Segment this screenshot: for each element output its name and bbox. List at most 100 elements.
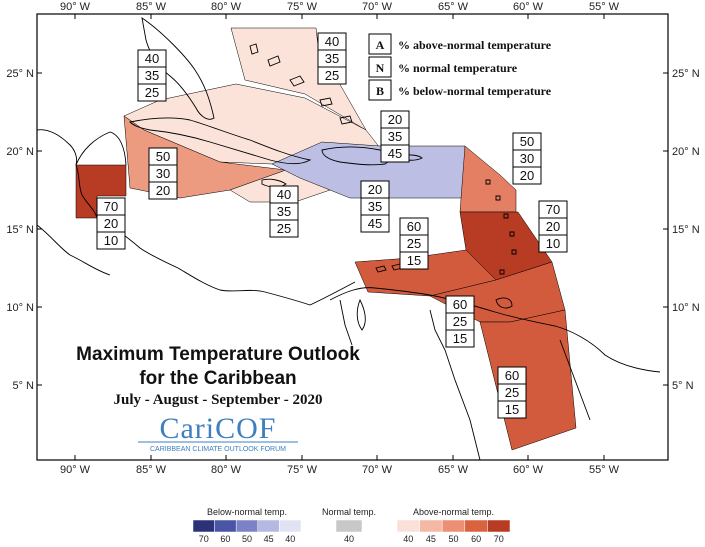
colorbar-tick: 50 — [242, 534, 252, 542]
box-value-B: 20 — [520, 168, 534, 183]
box-value-A: 40 — [145, 51, 159, 66]
caricof-logo: CariCOF CARIBBEAN CLIMATE OUTLOOK FORUM — [138, 412, 298, 453]
colorbar-swatch — [335, 519, 363, 533]
box-value-B: 25 — [325, 68, 339, 83]
title-line1: Maximum Temperature Outlook — [76, 344, 360, 365]
box-value-N: 25 — [407, 236, 421, 251]
colorbar-swatch — [257, 519, 280, 533]
colorbar-swatch — [279, 519, 302, 533]
colorbar-normal: Normal temp. 40 — [322, 507, 376, 544]
box-value-N: 35 — [368, 199, 382, 214]
box-value-A: 40 — [325, 34, 339, 49]
box-value-A: 60 — [505, 368, 519, 383]
lon-tick-top: 75° W — [287, 1, 318, 13]
lon-tick-bottom: 75° W — [287, 464, 318, 476]
title-period: July - August - September - 2020 — [114, 392, 323, 408]
box-cell — [497, 400, 527, 419]
colorbar-tick: 45 — [426, 534, 436, 542]
box-cell — [96, 231, 126, 250]
lat-tick-left: 20° N — [6, 146, 34, 158]
box-cell — [380, 144, 410, 163]
lon-tick-top: 85° W — [136, 1, 167, 13]
lat-tick-right: 5° N — [672, 380, 694, 392]
logo-wordmark: CariCOF — [159, 412, 276, 445]
colorbar-tick: 60 — [220, 534, 230, 542]
box-value-B: 10 — [546, 236, 560, 251]
box-cell — [269, 219, 299, 238]
colorbar-swatch — [192, 519, 215, 533]
lon-tick-bottom: 55° W — [589, 464, 620, 476]
lon-tick-bottom: 90° W — [60, 464, 91, 476]
colorbar-tick: 40 — [403, 534, 413, 542]
box-value-N: 35 — [388, 129, 402, 144]
lon-tick-top: 65° W — [438, 1, 469, 13]
probability-boxes: 40 35 25 40 35 25 50 30 20 40 35 25 70 20 10 20 35 45 20 35… — [96, 32, 568, 419]
legend-key-box — [368, 79, 392, 101]
box-jamaica: 40 35 25 — [269, 185, 299, 238]
logo-tagline: CARIBBEAN CLIMATE OUTLOOK FORUM — [150, 446, 286, 453]
box-value-N: 30 — [156, 166, 170, 181]
lon-tick-top: 80° W — [211, 1, 242, 13]
box-cell — [148, 181, 178, 200]
colorbar-swatch — [441, 519, 466, 533]
box-cell — [317, 66, 347, 85]
box-windward: 70 20 10 — [538, 200, 568, 253]
colorbar-swatch — [235, 519, 259, 533]
box-cell — [538, 234, 568, 253]
box-value-B: 15 — [505, 402, 519, 417]
colorbar-swatch — [214, 519, 237, 533]
box-cell — [399, 251, 429, 270]
lat-tick-left: 15° N — [6, 224, 34, 236]
abn-legend: A % above-normal temperature N % normal tem… — [368, 33, 552, 101]
box-leeward: 50 30 20 — [512, 132, 542, 185]
box-trinidad: 60 25 15 — [445, 295, 475, 348]
box-value-N: 20 — [546, 219, 560, 234]
box-value-A: 20 — [368, 182, 382, 197]
legend-key-box — [368, 33, 392, 55]
box-hispaniola: 20 35 45 — [380, 110, 410, 163]
legend-key-box — [368, 56, 392, 78]
box-value-N: 35 — [145, 68, 159, 83]
lat-tick-right: 20° N — [672, 146, 700, 158]
map-title-block: Maximum Temperature Outlook for the Cari… — [76, 344, 360, 408]
box-value-B: 10 — [104, 233, 118, 248]
box-hispaniola-south: 20 35 45 — [360, 180, 390, 233]
box-value-A: 20 — [388, 112, 402, 127]
colorbar-swatch — [419, 519, 443, 533]
box-value-B: 25 — [277, 221, 291, 236]
box-value-N: 30 — [520, 151, 534, 166]
box-value-A: 40 — [277, 187, 291, 202]
box-value-A: 50 — [156, 149, 170, 164]
box-value-N: 35 — [277, 204, 291, 219]
legend-key-B: B — [376, 84, 384, 98]
lon-tick-bottom: 85° W — [136, 464, 167, 476]
box-cell — [360, 214, 390, 233]
box-cell — [445, 329, 475, 348]
box-value-A: 70 — [104, 199, 118, 214]
box-cell — [512, 166, 542, 185]
lon-tick-top: 70° W — [362, 1, 393, 13]
box-value-N: 35 — [325, 51, 339, 66]
legend-desc: % above-normal temperature — [398, 38, 552, 52]
title-line2: for the Caribbean — [139, 368, 296, 389]
colorbar-tick: 45 — [264, 534, 274, 542]
lat-tick-right: 15° N — [672, 224, 700, 236]
lon-tick-top: 90° W — [60, 1, 91, 13]
legend-desc: % normal temperature — [398, 61, 518, 75]
box-value-B: 15 — [453, 331, 467, 346]
colorbar-swatch — [464, 519, 488, 533]
zone-leeward — [459, 145, 517, 213]
box-guianas: 60 25 15 — [497, 366, 527, 419]
box-belize: 70 20 10 — [96, 197, 126, 250]
box-cuba-east: 50 30 20 — [148, 147, 178, 200]
lat-tick-left: 5° N — [12, 380, 34, 392]
lon-tick-bottom: 80° W — [211, 464, 242, 476]
colorbar-tick: 70 — [494, 534, 504, 542]
box-bahamas: 40 35 25 — [317, 32, 347, 85]
lon-tick-bottom: 65° W — [438, 464, 469, 476]
box-cuba-west: 40 35 25 — [137, 49, 167, 102]
box-value-A: 60 — [407, 219, 421, 234]
colorbar-above: Above-normal temp. 40 45 50 60 70 — [396, 507, 511, 544]
